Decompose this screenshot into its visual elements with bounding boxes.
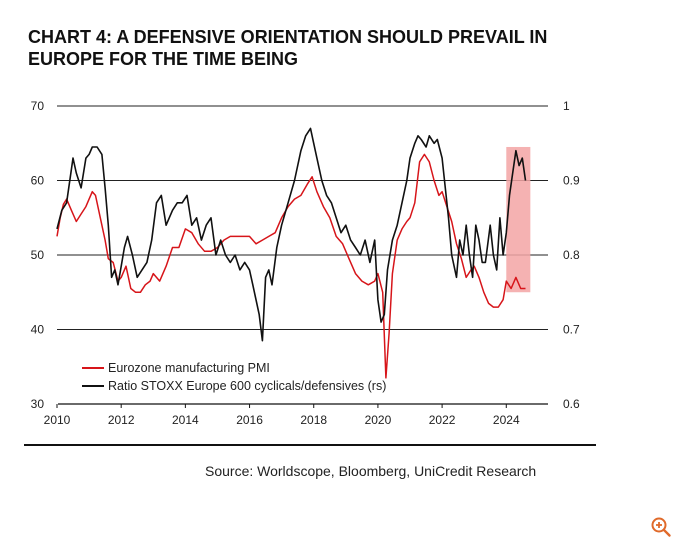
x-tick-label: 2020 — [365, 413, 392, 427]
chart-title: CHART 4: A DEFENSIVE ORIENTATION SHOULD … — [28, 26, 628, 70]
highlight-region — [506, 146, 531, 293]
x-tick-label: 2014 — [172, 413, 199, 427]
legend-label-pmi: Eurozone manufacturing PMI — [108, 361, 270, 375]
gridlines — [57, 105, 548, 330]
chart-title-line-1: CHART 4: A DEFENSIVE ORIENTATION SHOULD … — [28, 27, 548, 47]
series-lines — [56, 127, 527, 379]
axis-ticks: 30 40 50 60 70 0.6 0.7 0.8 0.9 1 2010 2012 2014 2016 2… — [31, 99, 580, 427]
source-note: Source: Worldscope, Bloomberg, UniCredit… — [205, 463, 537, 479]
x-tick-label: 2010 — [44, 413, 71, 427]
series-line-pmi — [56, 153, 526, 379]
series-line-ratio — [56, 127, 527, 342]
legend-label-ratio: Ratio STOXX Europe 600 cyclicals/defensi… — [108, 379, 386, 393]
y-tick-label: 70 — [31, 99, 45, 113]
x-tick-label: 2024 — [493, 413, 520, 427]
zoom-in-icon[interactable] — [650, 516, 672, 538]
y-tick-label: 40 — [31, 323, 45, 337]
chart-title-line-2: EUROPE FOR THE TIME BEING — [28, 49, 299, 69]
x-tick-label: 2012 — [108, 413, 135, 427]
y2-tick-label: 0.7 — [563, 323, 580, 337]
x-tick-label: 2016 — [236, 413, 263, 427]
y-tick-label: 50 — [31, 248, 45, 262]
x-tick-label: 2022 — [429, 413, 456, 427]
x-tick-label: 2018 — [300, 413, 327, 427]
y2-tick-label: 1 — [563, 99, 570, 113]
y2-tick-label: 0.9 — [563, 174, 580, 188]
y-tick-label: 60 — [31, 174, 45, 188]
y-tick-label: 30 — [31, 397, 45, 411]
legend: Eurozone manufacturing PMI Ratio STOXX E… — [82, 361, 386, 393]
y2-tick-label: 0.6 — [563, 397, 580, 411]
y2-tick-label: 0.8 — [563, 248, 580, 262]
